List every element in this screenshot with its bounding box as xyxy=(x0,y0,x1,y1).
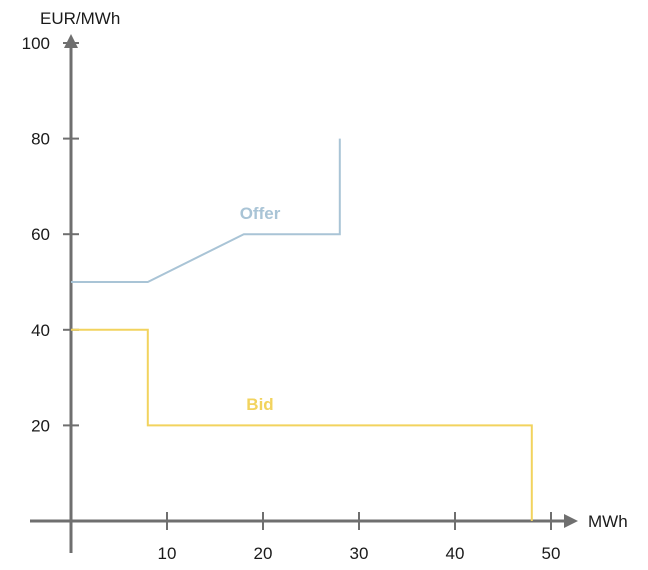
x-tick-label: 10 xyxy=(158,544,177,563)
y-tick-label: 40 xyxy=(31,321,50,340)
x-axis-label: MWh xyxy=(588,512,628,531)
x-tick-label: 30 xyxy=(350,544,369,563)
series-line-offer xyxy=(71,138,341,283)
y-tick-label: 60 xyxy=(31,225,50,244)
series-line-bid xyxy=(71,328,533,521)
x-tick-label: 50 xyxy=(542,544,561,563)
x-tick-label: 20 xyxy=(254,544,273,563)
y-axis-arrow-icon xyxy=(64,34,78,48)
y-tick-label: 20 xyxy=(31,416,50,435)
series-label-bid: Bid xyxy=(246,395,273,414)
y-axis-label: EUR/MWh xyxy=(40,9,120,28)
x-tick-label: 40 xyxy=(446,544,465,563)
y-ticks: 20 40 60 80 100 xyxy=(22,34,79,435)
y-tick-label: 80 xyxy=(31,130,50,149)
x-axis-arrow-icon xyxy=(564,514,578,528)
series-label-offer: Offer xyxy=(240,204,281,223)
y-tick-label: 100 xyxy=(22,34,50,53)
x-ticks: 10 20 30 40 50 xyxy=(158,512,561,563)
